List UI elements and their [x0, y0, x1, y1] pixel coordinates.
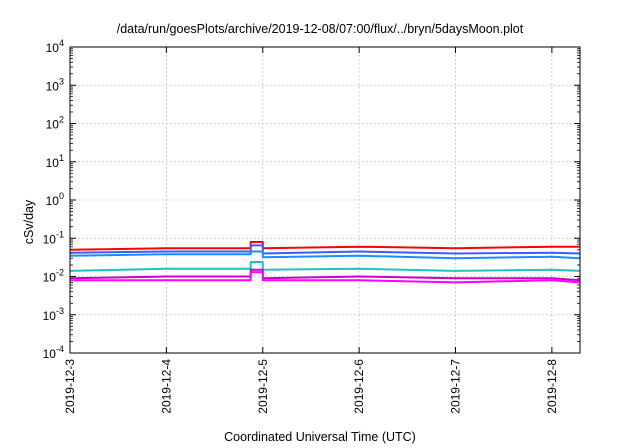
data-series-line: [69, 250, 581, 260]
chart-title: /data/run/goesPlots/archive/2019-12-08/0…: [116, 22, 524, 36]
x-axis-label: Coordinated Universal Time (UTC): [224, 430, 416, 444]
y-tick-label: 10-2: [43, 268, 64, 285]
y-axis-label: cSv/day: [22, 199, 37, 245]
data-series-line: [69, 268, 581, 282]
data-series-line: [70, 271, 581, 284]
data-series-line: [69, 241, 580, 251]
y-tick-label: 102: [46, 115, 64, 132]
x-tick-label: 2019-12-6: [352, 359, 366, 414]
x-tick-label: 2019-12-7: [449, 359, 463, 414]
y-tick-label: 10-3: [43, 306, 64, 323]
y-tick-label: 100: [46, 191, 64, 208]
y-tick-label: 104: [46, 38, 64, 55]
data-series-line: [69, 261, 581, 272]
y-tick-label: 103: [46, 76, 64, 93]
x-tick-label: 2019-12-5: [256, 359, 270, 414]
y-tick-label: 101: [46, 153, 64, 170]
plot-frame: [69, 46, 581, 354]
data-series-line: [69, 244, 581, 255]
x-tick-label: 2019-12-4: [159, 359, 173, 414]
x-tick-label: 2019-12-8: [545, 359, 559, 414]
y-tick-label: 10-1: [43, 229, 64, 246]
x-tick-label: 2019-12-3: [63, 359, 77, 414]
y-tick-label: 10-4: [43, 344, 64, 361]
